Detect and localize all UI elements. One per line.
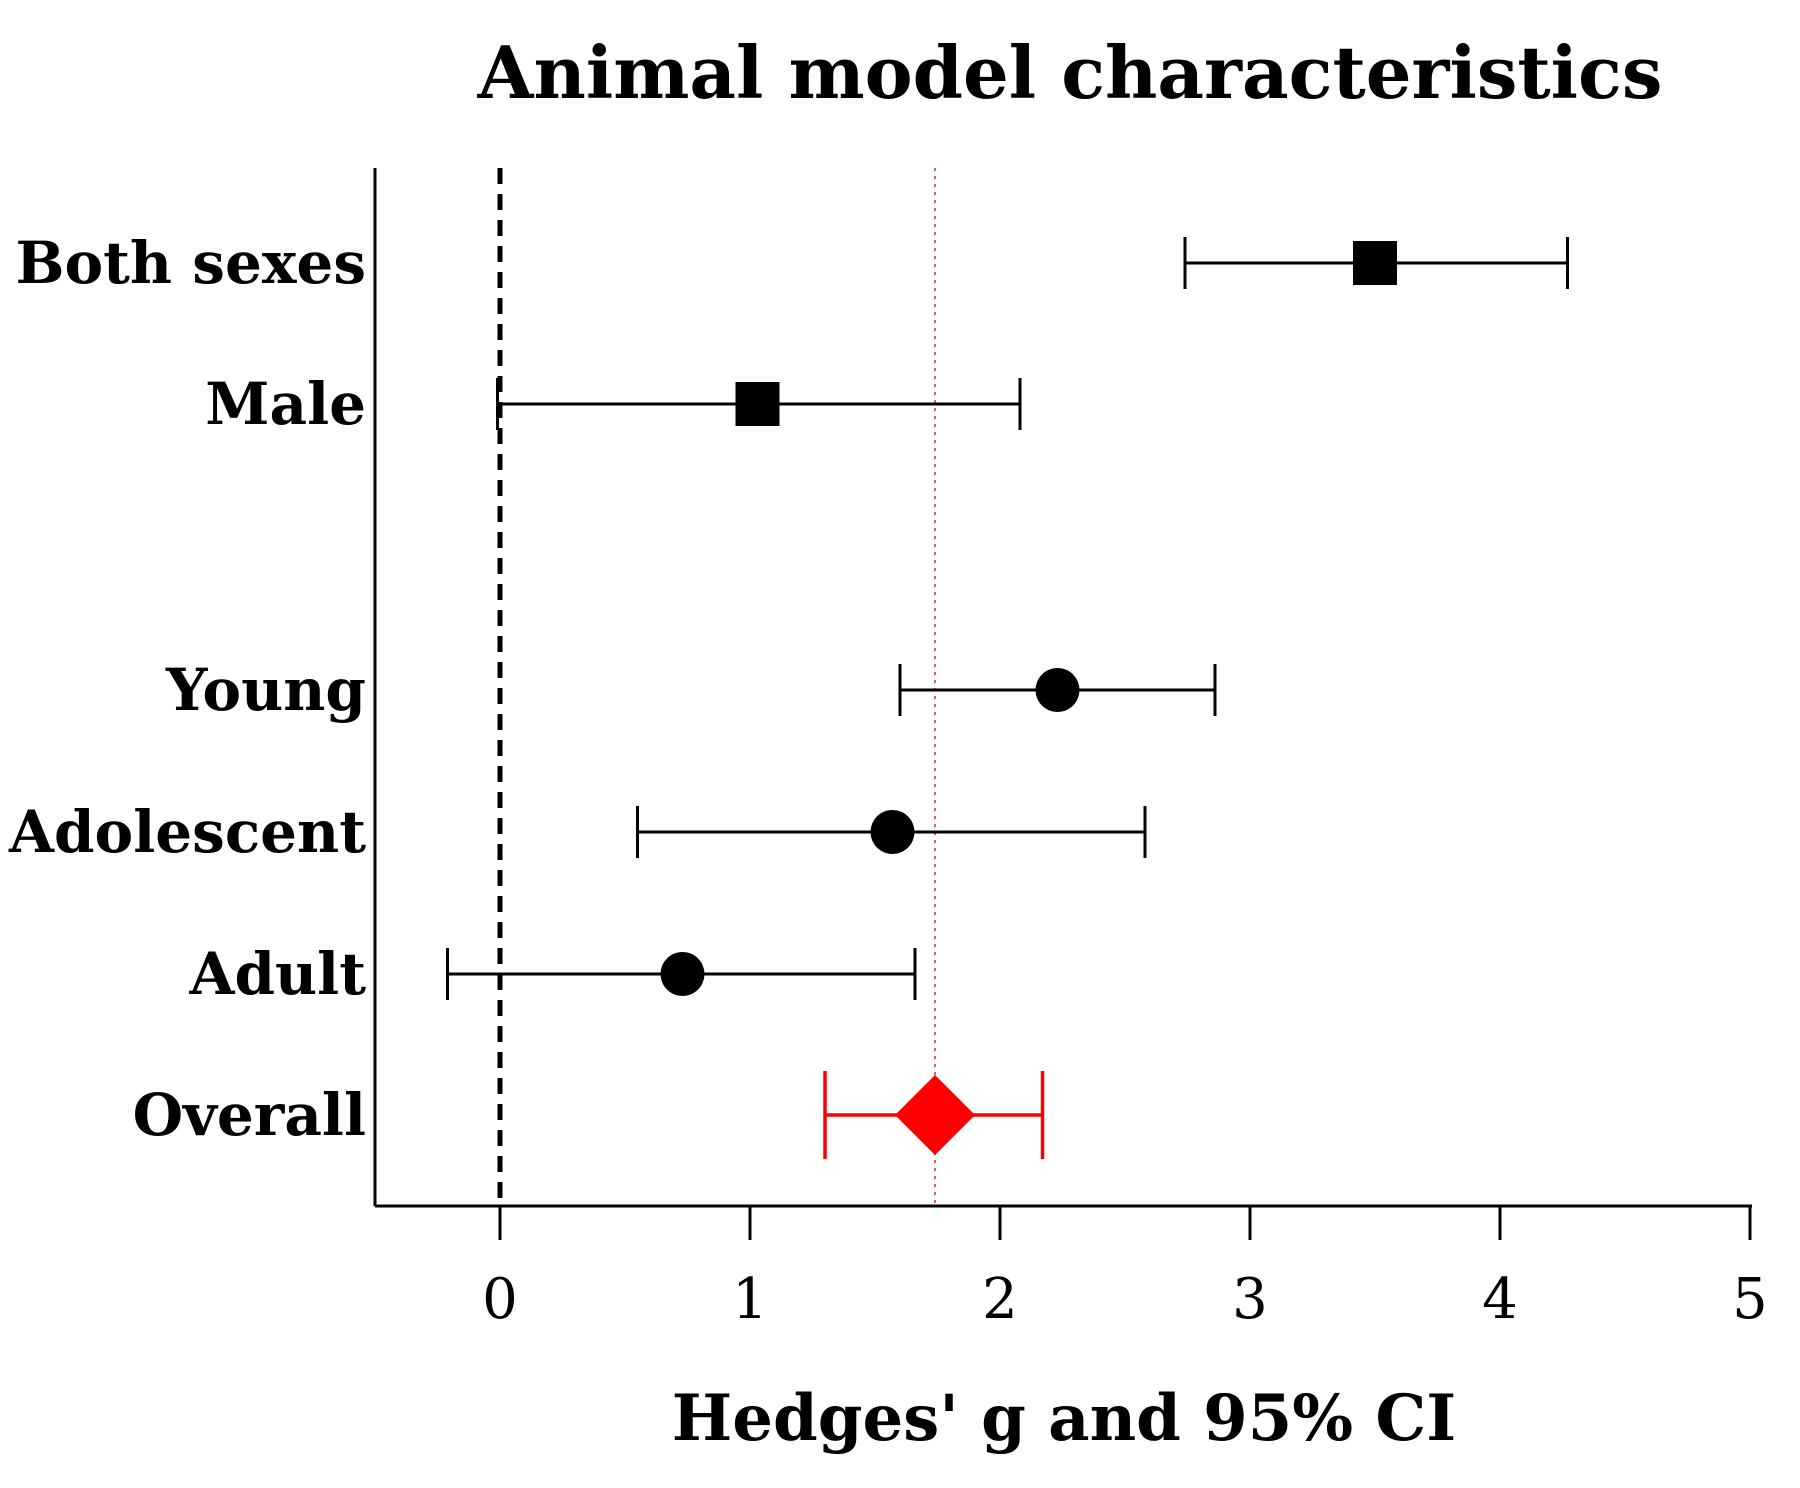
point-male	[735, 382, 780, 426]
x-tick-label-3: 3	[1232, 1267, 1268, 1332]
row-label-male: Male	[205, 370, 366, 438]
x-tick-label-1: 1	[732, 1267, 768, 1332]
x-tick-label-4: 4	[1482, 1267, 1518, 1332]
chart-title: Animal model characteristics	[477, 30, 1663, 115]
point-young	[1035, 668, 1080, 712]
x-tick-label-0: 0	[482, 1267, 518, 1332]
x-tick-label-2: 2	[982, 1267, 1018, 1332]
row-label-both-sexes: Both sexes	[15, 229, 366, 297]
row-label-young: Young	[165, 656, 366, 724]
row-label-overall: Overall	[133, 1081, 366, 1149]
row-label-adolescent: Adolescent	[8, 798, 366, 866]
x-axis-title: Hedges' g and 95% CI	[672, 1381, 1456, 1456]
point-adult	[660, 952, 705, 996]
row-label-adult: Adult	[188, 940, 366, 1008]
x-tick-label-5: 5	[1732, 1267, 1768, 1332]
point-both-sexes	[1353, 241, 1397, 285]
point-overall	[895, 1075, 975, 1155]
point-adolescent	[870, 810, 915, 854]
